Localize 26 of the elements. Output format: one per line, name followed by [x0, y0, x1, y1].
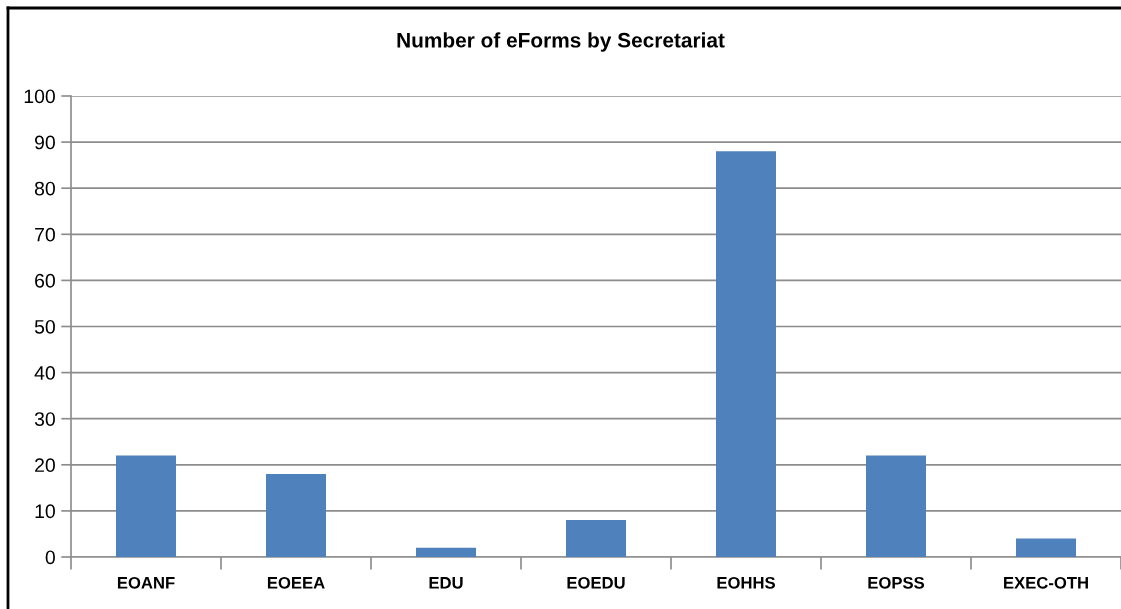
y-tick-label: 90 — [35, 135, 55, 150]
bar — [116, 455, 176, 557]
y-tick-label: 20 — [35, 458, 55, 473]
y-tick-label: 40 — [34, 366, 55, 380]
x-tick-label: EOEEA — [267, 576, 325, 589]
x-tick-label: EOHHS — [717, 576, 775, 589]
bar — [266, 474, 326, 557]
bar — [566, 520, 626, 557]
bar — [416, 547, 476, 557]
x-tick-label: EXEC-OTH — [1004, 576, 1088, 589]
y-tick-label: 50 — [34, 319, 55, 334]
bar — [716, 151, 776, 557]
bar — [1016, 538, 1076, 557]
y-tick-label: 10 — [35, 504, 55, 519]
y-tick-label: 60 — [35, 273, 55, 288]
y-tick-label: 30 — [34, 412, 55, 426]
y-tick-label: 80 — [34, 181, 55, 196]
x-tick-label: EDU — [429, 577, 463, 589]
x-tick-label: EOEDU — [567, 576, 625, 589]
bar — [866, 455, 926, 557]
x-tick-label: EOPSS — [868, 576, 925, 589]
y-tick-label: 100 — [24, 89, 55, 104]
y-tick-label: 70 — [35, 227, 55, 242]
chart-title: Number of eForms by Secretariat — [397, 32, 725, 52]
x-tick-label: EOANF — [117, 576, 175, 589]
y-tick-label: 0 — [45, 550, 55, 565]
